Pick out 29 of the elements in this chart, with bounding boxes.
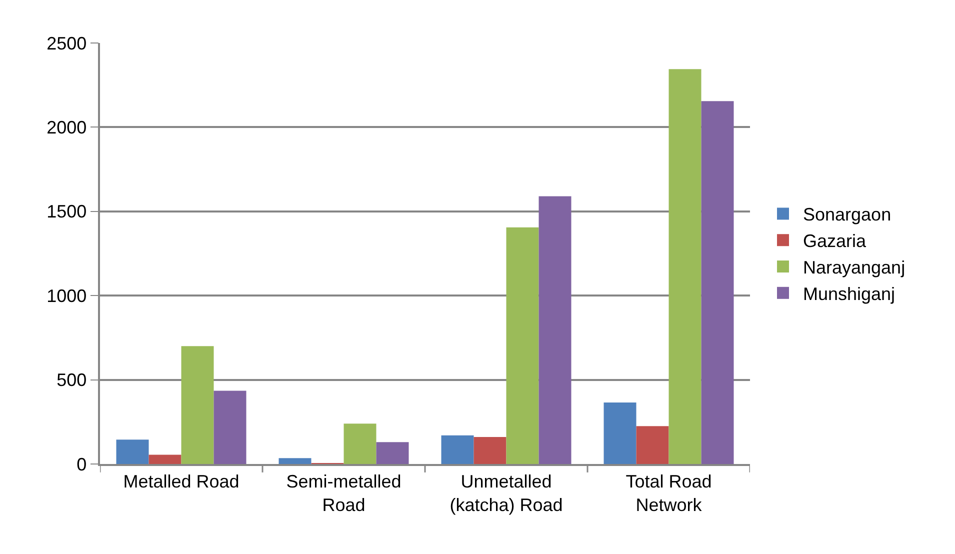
bar (538, 196, 572, 464)
x-tick-label: Unmetalled (katcha) Road (450, 471, 563, 515)
bar (668, 69, 702, 464)
legend-label: Gazaria (803, 231, 868, 252)
y-tick-label: 1000 (46, 286, 87, 306)
bar (441, 435, 474, 464)
bar (636, 426, 669, 464)
bar (148, 454, 182, 464)
bar (376, 442, 409, 464)
x-tick-label: Semi-metalled Road (286, 471, 402, 515)
bar (604, 402, 636, 464)
bar (214, 390, 246, 464)
x-tick-label: Metalled Road (123, 471, 240, 492)
y-tick-label: 0 (76, 454, 87, 474)
legend-label: Narayanganj (803, 258, 906, 278)
y-tick-label: 1500 (46, 202, 87, 222)
y-tick-label: 2500 (46, 33, 87, 54)
bar (344, 424, 376, 464)
legend-label: Munshiganj (803, 284, 896, 304)
legend-label: Sonargaon (803, 204, 892, 225)
bar (278, 458, 312, 464)
bar (506, 227, 539, 464)
y-tick-label: 500 (56, 370, 87, 390)
y-tick-label: 2000 (46, 118, 87, 138)
bar (116, 440, 149, 464)
bar (701, 101, 734, 464)
bar (474, 437, 506, 464)
bar (181, 346, 214, 464)
x-tick-label: Total Road Network (626, 471, 712, 515)
